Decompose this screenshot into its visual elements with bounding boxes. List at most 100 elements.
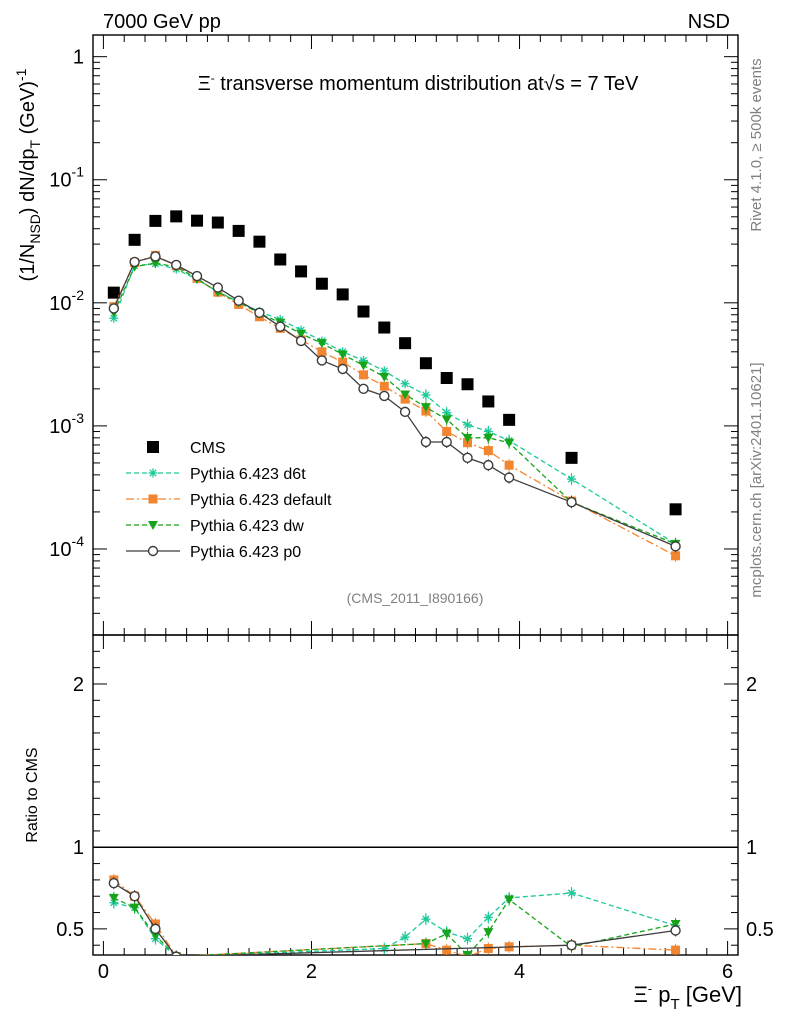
main-y-tick-label: 10-3 bbox=[49, 410, 84, 438]
data-point bbox=[233, 295, 244, 306]
legend-marker bbox=[148, 468, 158, 478]
ratio-axis-ticks bbox=[93, 635, 738, 955]
ratio-data-point bbox=[171, 951, 182, 955]
data-point bbox=[107, 286, 120, 299]
ratio-frame bbox=[92, 634, 739, 956]
data-point bbox=[296, 329, 307, 339]
data-point bbox=[399, 337, 412, 350]
legend-label: Pythia 6.423 p0 bbox=[190, 544, 301, 561]
main-y-tick-label: 10-2 bbox=[49, 287, 84, 315]
data-point bbox=[357, 305, 370, 318]
data-point bbox=[379, 372, 390, 382]
main-y-tick-labels: 1 10-1 10-2 10-3 10-4 bbox=[49, 47, 84, 561]
data-point bbox=[671, 551, 681, 561]
title-mid: transverse momentum distribution at bbox=[215, 73, 544, 95]
x-tick-label: 0 bbox=[98, 961, 109, 983]
data-point bbox=[232, 224, 245, 237]
legend-marker bbox=[147, 441, 159, 453]
x-tick-label: 2 bbox=[306, 961, 317, 983]
ratio-y-axis-label: Ratio to CMS bbox=[24, 747, 41, 842]
ratio-series-2 bbox=[108, 891, 681, 955]
data-point bbox=[317, 347, 327, 357]
x-axis-label: Ξ- pT [GeV] bbox=[633, 981, 742, 1013]
legend-marker bbox=[148, 521, 158, 530]
data-point bbox=[483, 459, 494, 471]
series-4 bbox=[108, 251, 681, 553]
ratio-series-3 bbox=[108, 877, 681, 955]
legend-item: Pythia 6.423 d6t bbox=[126, 466, 306, 483]
data-point bbox=[337, 363, 348, 375]
ratio-data-point bbox=[379, 943, 389, 953]
data-point bbox=[253, 235, 266, 248]
ratio-data-point bbox=[463, 934, 473, 944]
data-point bbox=[149, 214, 162, 227]
data-point bbox=[421, 390, 431, 400]
ratio-data-point bbox=[420, 939, 431, 949]
data-point bbox=[295, 265, 308, 278]
data-point bbox=[379, 381, 389, 391]
data-point bbox=[440, 372, 453, 385]
data-point bbox=[336, 288, 349, 301]
ylabel-sub2: T bbox=[27, 139, 43, 148]
data-point bbox=[420, 403, 431, 413]
data-point bbox=[212, 282, 224, 293]
ratio-data-point bbox=[483, 912, 493, 922]
ylabel-sup: -1 bbox=[13, 68, 29, 81]
data-point bbox=[358, 370, 368, 380]
data-point bbox=[254, 307, 265, 318]
legend-item: Pythia 6.423 dw bbox=[126, 518, 304, 535]
data-point bbox=[503, 472, 515, 483]
data-point bbox=[315, 277, 328, 290]
title-sqrt-var: s bbox=[555, 73, 565, 95]
legend-marker bbox=[148, 494, 158, 504]
ratio-data-point bbox=[670, 925, 681, 936]
series-line bbox=[113, 254, 676, 557]
ratio-data-point bbox=[442, 945, 452, 955]
data-point bbox=[504, 460, 514, 470]
ratio-y-tick-label-right: 2 bbox=[746, 674, 757, 696]
xlabel-charge: - bbox=[648, 981, 652, 996]
legend-label: CMS bbox=[190, 440, 226, 457]
ratio-data-point bbox=[567, 888, 577, 898]
title-particle: Ξ bbox=[198, 73, 211, 95]
ratio-panel: 0.5 0.5 1 1 2 2 0 2 4 6 Ratio to CMS Ξ- pT [GeV] bbox=[24, 634, 774, 1013]
sqrt-symbol: √ bbox=[544, 73, 555, 95]
data-point bbox=[483, 433, 494, 443]
x-tick-label: 4 bbox=[514, 961, 525, 983]
data-point bbox=[337, 350, 348, 360]
series-line bbox=[113, 262, 676, 545]
main-axis-ticks bbox=[93, 35, 738, 636]
data-point bbox=[109, 313, 119, 323]
data-point bbox=[379, 366, 389, 376]
ratio-y-tick-label: 1 bbox=[73, 837, 84, 859]
data-point bbox=[503, 413, 516, 426]
ratio-data-point bbox=[483, 928, 494, 938]
data-point bbox=[400, 379, 410, 389]
data-point bbox=[482, 395, 495, 408]
legend-label: Pythia 6.423 d6t bbox=[190, 466, 306, 483]
ratio-data-point bbox=[504, 895, 515, 905]
legend: CMS Pythia 6.423 d6t Pythia 6.423 default P… bbox=[126, 440, 332, 561]
ratio-y-tick-label-right: 0.5 bbox=[746, 919, 774, 941]
data-point bbox=[316, 339, 327, 349]
ratio-data-point bbox=[129, 903, 140, 913]
ratio-series bbox=[108, 873, 681, 955]
analysis-watermark: (CMS_2011_I890166) bbox=[347, 590, 484, 606]
data-point bbox=[566, 496, 577, 508]
data-point bbox=[462, 452, 473, 464]
xlabel-sub: T bbox=[670, 996, 679, 1013]
ylabel-sub1: NSD bbox=[27, 214, 43, 244]
data-point bbox=[567, 474, 577, 484]
data-point bbox=[170, 210, 183, 223]
ratio-data-point bbox=[150, 923, 161, 935]
data-point bbox=[463, 420, 473, 430]
data-point bbox=[128, 233, 141, 246]
ratio-y-tick-labels: 0.5 0.5 1 1 2 2 bbox=[56, 674, 774, 941]
ratio-data-point bbox=[108, 893, 119, 903]
main-y-axis-label: (1/NNSD) dN/dpT (GeV)-1 bbox=[13, 68, 43, 281]
data-point bbox=[565, 451, 578, 464]
legend-item: Pythia 6.423 p0 bbox=[126, 544, 301, 561]
data-point bbox=[442, 427, 452, 437]
data-point bbox=[461, 378, 474, 391]
series-line bbox=[113, 255, 676, 547]
